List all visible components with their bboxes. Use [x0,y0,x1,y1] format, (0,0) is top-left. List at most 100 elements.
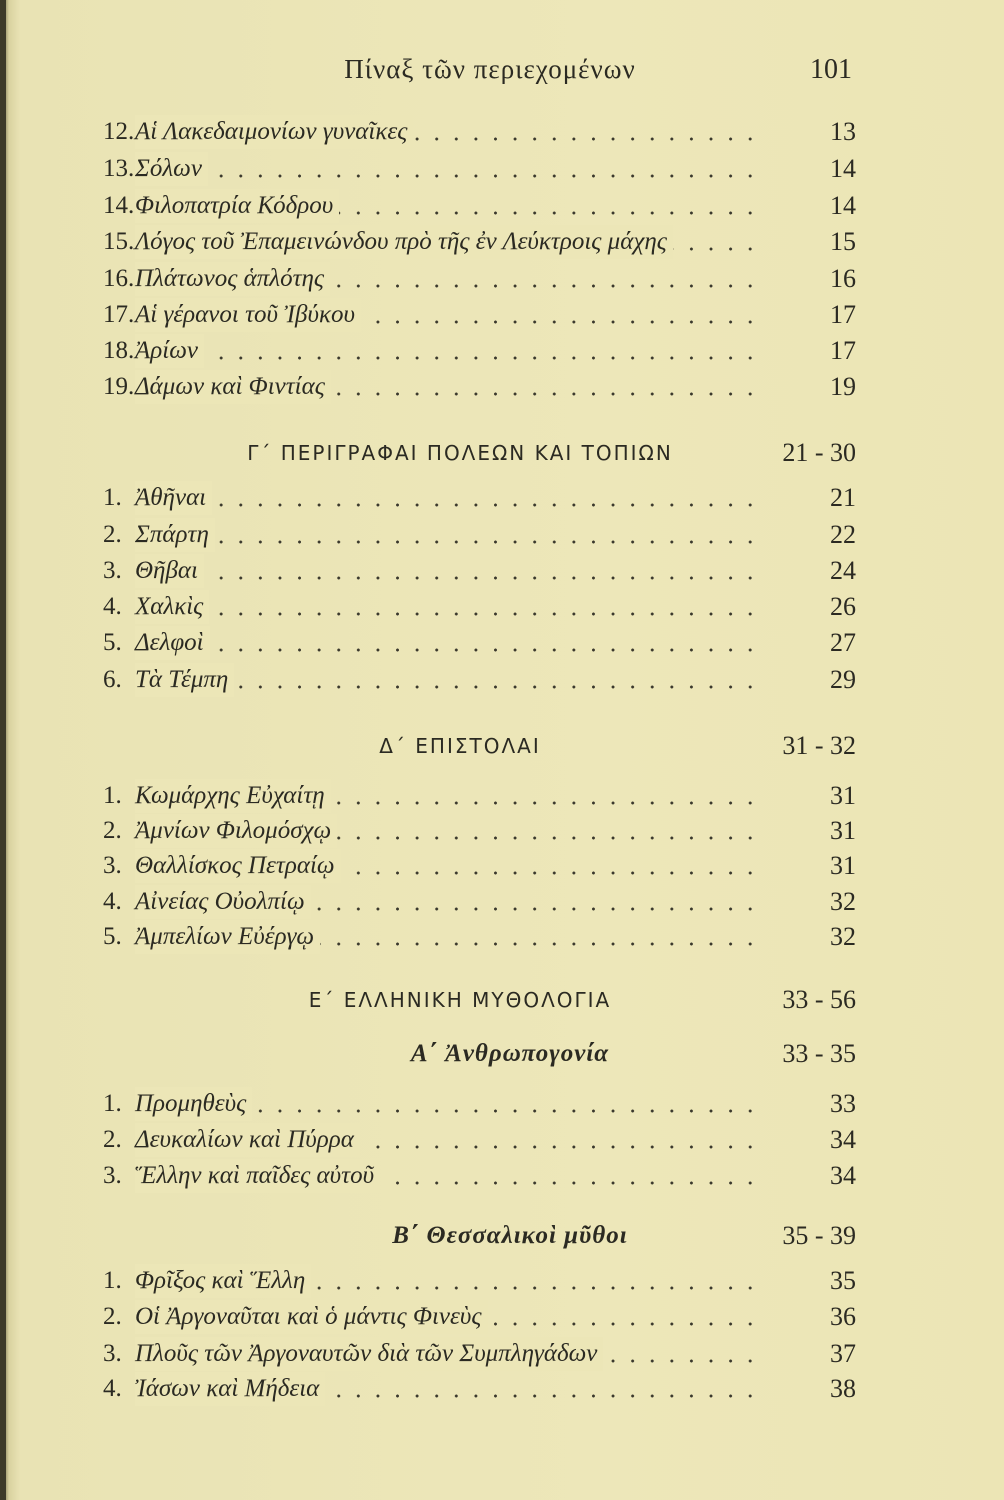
entry-page: 32 [830,887,856,916]
entry-number: 17. [103,301,135,328]
dot-leader [135,320,760,324]
dot-leader [135,612,760,616]
entry-page: 26 [830,592,856,621]
entry-title: Φρῖξος καὶ Ἕλλη [135,1264,312,1298]
entry-title: Δευκαλίων καὶ Πύρρα [135,1123,360,1157]
entry-number: 14. [103,192,135,219]
entry-number: 4. [103,888,122,915]
entry-page: 37 [830,1339,856,1368]
toc-entry: 18. Ἀρίων 17 [0,334,1004,368]
entry-number: 2. [103,521,122,548]
entry-title: Ἕλλην καὶ παῖδες αὐτοῦ [135,1159,381,1193]
toc-entry: 3. Ἕλλην καὶ παῖδες αὐτοῦ 34 [0,1159,1004,1193]
toc-entry: 1. Κωμάρχης Εὐχαίτῃ 31 [0,779,1004,813]
section-title: Γ΄ ΠΕΡΙΓΡΑΦΑΙ ΠΟΛΕΩΝ ΚΑΙ ΤΟΠΙΩΝ [247,441,673,465]
dot-leader [135,907,760,911]
entry-number: 2. [103,1126,122,1153]
toc-entry: 19. Δάμων καὶ Φιντίας 19 [0,370,1004,404]
entry-page: 15 [830,227,856,256]
dot-leader [135,836,760,840]
section-page-range: 21 - 30 [782,438,856,467]
entry-page: 38 [830,1374,856,1403]
toc-entry: 2. Σπάρτη 22 [0,518,1004,552]
entry-number: 3. [103,1340,122,1367]
subsection-heading: Β΄ Θεσσαλικοὶ μῦθοι 35 - 39 [0,1219,1004,1253]
toc-entry: 15. Λόγος τοῦ Ἐπαμεινώνδου πρὸ τῆς ἐν Λεύ… [0,225,1004,259]
toc-entry: 3. Θῆβαι 24 [0,554,1004,588]
entry-title: Πλάτωνος ἁπλότης [135,262,331,296]
dot-leader [135,392,760,396]
section-heading: Ε΄ ΕΛΛΗΝΙΚΗ ΜΥΘΟΛΟΓΙΑ 33 - 56 [0,983,1004,1017]
entry-title: Ἰάσων καὶ Μήδεια [135,1372,326,1406]
entry-number: 15. [103,228,135,255]
entry-number: 2. [103,1303,122,1330]
entry-title: Δάμων καὶ Φιντίας [135,370,331,404]
dot-leader [135,137,760,141]
entry-title: Φιλοπατρία Κόδρου [135,189,340,223]
dot-leader [135,871,760,875]
section-title: Δ΄ ΕΠΙΣΤΟΛΑΙ [379,734,541,758]
dot-leader [135,1286,760,1290]
dot-leader [135,211,760,215]
section-heading: Δ΄ ΕΠΙΣΤΟΛΑΙ 31 - 32 [0,729,1004,763]
dot-leader [135,174,760,178]
entry-title: Θῆβαι [135,554,204,588]
entry-title: Τὰ Τέμπη [135,663,235,697]
entry-number: 2. [103,817,122,844]
section-page-range: 31 - 32 [782,731,856,760]
toc-entry: 4. Χαλκὶς 26 [0,590,1004,624]
toc-entry: 13. Σόλων 14 [0,152,1004,186]
entry-page: 24 [830,556,856,585]
toc-entry: 3. Πλοῦς τῶν Ἀργοναυτῶν διὰ τῶν Συμπληγάδ… [0,1337,1004,1371]
entry-number: 1. [103,484,122,511]
entry-number: 18. [103,337,135,364]
entry-number: 19. [103,373,135,400]
subsection-heading: Α΄ Ἀνθρωπογονία 33 - 35 [0,1037,1004,1071]
toc-entry: 2. Οἱ Ἀργοναῦται καὶ ὁ μάντις Φινεὺς 36 [0,1300,1004,1334]
entry-page: 13 [830,117,856,146]
entry-title: Δελφοὶ [135,626,210,660]
entry-page: 31 [830,851,856,880]
entry-page: 36 [830,1302,856,1331]
running-title: Πίναξ τῶν περιεχομένων [344,54,636,84]
section-page-range: 33 - 35 [782,1039,856,1068]
toc-entry: 2. Ἀμνίων Φιλομόσχῳ 31 [0,814,1004,848]
entry-title: Σπάρτη [135,518,215,552]
dot-leader [135,503,760,507]
entry-page: 33 [830,1089,856,1118]
entry-page: 31 [830,816,856,845]
entry-title: Σόλων [135,152,208,186]
entry-page: 19 [830,372,856,401]
book-binding-edge [0,0,6,1500]
entry-page: 21 [830,483,856,512]
toc-entry: 1. Προμηθεὺς 33 [0,1087,1004,1121]
entry-number: 5. [103,629,122,656]
entry-page: 16 [830,264,856,293]
dot-leader [135,540,760,544]
section-heading: Γ΄ ΠΕΡΙΓΡΑΦΑΙ ΠΟΛΕΩΝ ΚΑΙ ΤΟΠΙΩΝ 21 - 30 [0,436,1004,470]
entry-number: 4. [103,593,122,620]
dot-leader [135,1145,760,1149]
entry-title: Θαλλίσκος Πετραίῳ [135,849,341,883]
toc-entry: 4. Αἰνείας Οὐολπίῳ 32 [0,885,1004,919]
entry-number: 3. [103,852,122,879]
entry-title: Λόγος τοῦ Ἐπαμεινώνδου πρὸ τῆς ἐν Λεύκτρ… [135,225,673,259]
toc-entry: 5. Ἀμπελίων Εὐέργῳ 32 [0,920,1004,954]
entry-number: 13. [103,155,135,182]
toc-entry: 1. Ἀθῆναι 21 [0,481,1004,515]
toc-entry: 14. Φιλοπατρία Κόδρου 14 [0,189,1004,223]
section-title: Ε΄ ΕΛΛΗΝΙΚΗ ΜΥΘΟΛΟΓΙΑ [308,988,612,1012]
entry-number: 3. [103,1162,122,1189]
entry-title: Οἱ Ἀργοναῦται καὶ ὁ μάντις Φινεὺς [135,1300,488,1334]
entry-title: Ἀθῆναι [135,481,213,515]
dot-leader [135,1394,760,1398]
entry-number: 16. [103,265,135,292]
entry-title: Αἱ γέρανοι τοῦ Ἰβύκου [135,298,361,332]
toc-entry: 4. Ἰάσων καὶ Μήδεια 38 [0,1372,1004,1406]
entry-title: Ἀρίων [135,334,204,368]
dot-leader [135,685,760,689]
section-title: Β΄ Θεσσαλικοὶ μῦθοι [392,1222,628,1249]
dot-leader [135,801,760,805]
dot-leader [135,576,760,580]
page-number: 101 [810,54,852,85]
